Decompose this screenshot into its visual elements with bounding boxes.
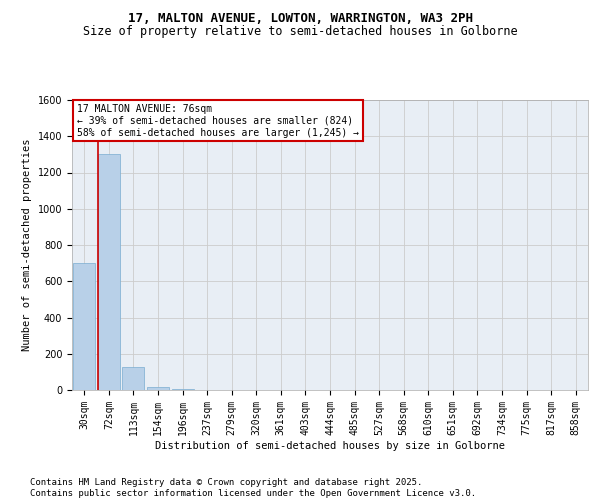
Bar — [98, 154, 120, 390]
Bar — [147, 388, 169, 390]
Text: Size of property relative to semi-detached houses in Golborne: Size of property relative to semi-detach… — [83, 25, 517, 38]
Text: Contains HM Land Registry data © Crown copyright and database right 2025.
Contai: Contains HM Land Registry data © Crown c… — [30, 478, 476, 498]
Bar — [73, 263, 95, 390]
X-axis label: Distribution of semi-detached houses by size in Golborne: Distribution of semi-detached houses by … — [155, 440, 505, 450]
Text: 17, MALTON AVENUE, LOWTON, WARRINGTON, WA3 2PH: 17, MALTON AVENUE, LOWTON, WARRINGTON, W… — [128, 12, 473, 26]
Text: 17 MALTON AVENUE: 76sqm
← 39% of semi-detached houses are smaller (824)
58% of s: 17 MALTON AVENUE: 76sqm ← 39% of semi-de… — [77, 104, 359, 138]
Bar — [172, 389, 194, 390]
Y-axis label: Number of semi-detached properties: Number of semi-detached properties — [22, 138, 32, 352]
Bar — [122, 368, 145, 390]
